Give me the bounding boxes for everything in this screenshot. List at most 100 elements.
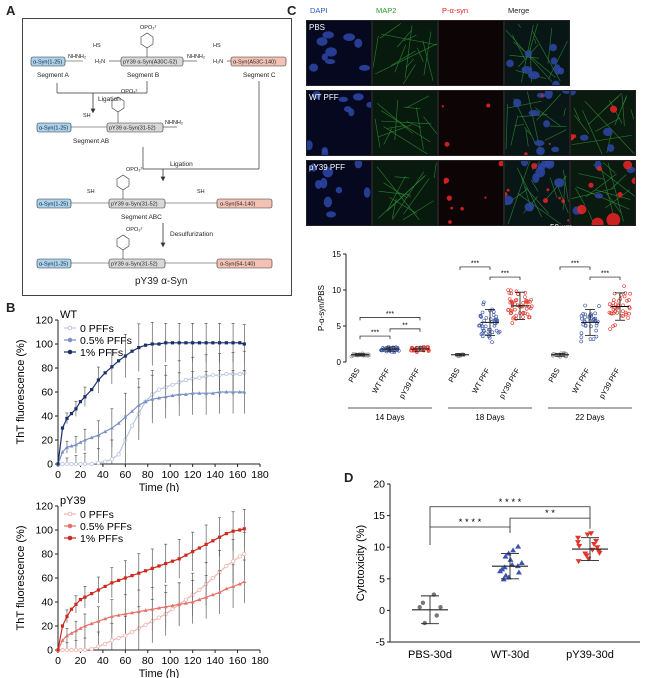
micrograph-tile (438, 20, 504, 86)
neurite (375, 43, 437, 75)
abc-right-text: α-Syn(54-140) (220, 202, 255, 208)
data-point (170, 559, 175, 563)
x-tick-label: 20 (75, 655, 87, 667)
data-point (492, 323, 497, 328)
neurite (630, 109, 635, 120)
data-point (579, 313, 584, 318)
y-tick-label: 60 (41, 387, 53, 399)
data-point (510, 307, 514, 311)
data-point (497, 568, 504, 574)
neurite (571, 134, 632, 146)
y-tick-label: 10 (332, 286, 341, 295)
neurite (523, 126, 532, 136)
legend-label: 1% PFFs (80, 347, 123, 359)
y-axis-label: ThT fluorescence (%) (15, 526, 27, 631)
nucleus (320, 177, 328, 189)
data-point (150, 607, 155, 611)
panel-letter-c: C (287, 3, 297, 18)
p-asyn-aggregate (541, 94, 544, 98)
final-mid-box (108, 258, 166, 269)
data-point (237, 371, 242, 377)
neurite (383, 182, 408, 199)
neurite (507, 100, 542, 109)
x-tick-label: 180 (251, 469, 269, 481)
data-point (123, 415, 128, 419)
category-label: pY39-30d (566, 649, 614, 661)
data-point (109, 614, 114, 618)
condition-label: pY39 PFF (397, 366, 422, 400)
data-point (579, 335, 584, 339)
data-point (507, 556, 514, 562)
micrograph-texture (374, 95, 437, 155)
benzene-ring-abc (116, 174, 130, 191)
data-point (69, 607, 74, 611)
y-tick-label: -5 (376, 637, 385, 649)
h2n-c: H₂N (213, 59, 223, 65)
data-point (417, 605, 422, 610)
p-asyn-aggregate (576, 204, 587, 215)
data-point (96, 433, 101, 437)
y-tick-label: 100 (35, 525, 53, 537)
nucleus (325, 47, 337, 57)
neurite (611, 174, 627, 189)
nucleus (316, 37, 328, 46)
data-point (163, 394, 168, 399)
panel-letter-a: A (6, 3, 16, 18)
neurite (394, 100, 399, 141)
data-point (514, 289, 519, 294)
neurite (602, 162, 616, 174)
data-point (594, 323, 599, 328)
data-point (69, 647, 74, 653)
neurite (392, 171, 424, 220)
micrograph-texture (571, 161, 635, 225)
p-asyn-aggregate (505, 192, 508, 196)
p-asyn-aggregate (450, 206, 454, 210)
data-point (238, 341, 242, 345)
neurite (585, 173, 617, 198)
x-axis-label: Time (h) (139, 668, 180, 678)
nucleus (335, 186, 343, 194)
p-asyn-aggregate (546, 188, 550, 192)
panel-letter-d: D (344, 470, 354, 485)
data-point (506, 308, 511, 312)
final-mid-text: pY39 α-Syn(31-52) (111, 262, 158, 268)
neurite (595, 189, 631, 200)
data-point (123, 633, 128, 638)
data-point (73, 647, 79, 653)
data-point (170, 393, 175, 398)
group-label: 22 Days (575, 413, 604, 422)
neurite (391, 198, 397, 219)
micrograph-tile (372, 20, 438, 86)
sig-stars-left: * * * * (459, 517, 482, 528)
neurite (377, 103, 413, 134)
ab-label: Segment AB (73, 138, 109, 145)
sig-bracket (489, 276, 521, 281)
neurite (507, 161, 531, 225)
segment-c-label: Segment C (243, 72, 276, 79)
micrograph-texture (571, 91, 635, 155)
data-point (197, 391, 202, 395)
x-tick-label: 20 (75, 469, 87, 481)
micrograph-tile (438, 160, 504, 226)
nucleus (520, 161, 529, 167)
y-tick-label: 120 (35, 315, 53, 327)
data-point (137, 571, 141, 575)
neurite (600, 167, 615, 217)
segment-a-box (30, 56, 66, 67)
data-point (89, 461, 94, 467)
y-tick-label: 10 (373, 542, 385, 554)
neurite (573, 107, 581, 121)
nucleus (323, 196, 333, 208)
neurite (381, 120, 432, 125)
benzene-ring-b (140, 32, 154, 49)
nucleus (358, 64, 371, 71)
nucleus (544, 91, 553, 100)
data-point (231, 390, 236, 394)
ab-left-box (36, 122, 72, 133)
nucleus (307, 140, 313, 151)
data-point (230, 559, 236, 564)
data-point (183, 392, 188, 396)
data-point (177, 557, 181, 561)
data-point (589, 324, 593, 329)
p-asyn-aggregate (591, 217, 604, 225)
